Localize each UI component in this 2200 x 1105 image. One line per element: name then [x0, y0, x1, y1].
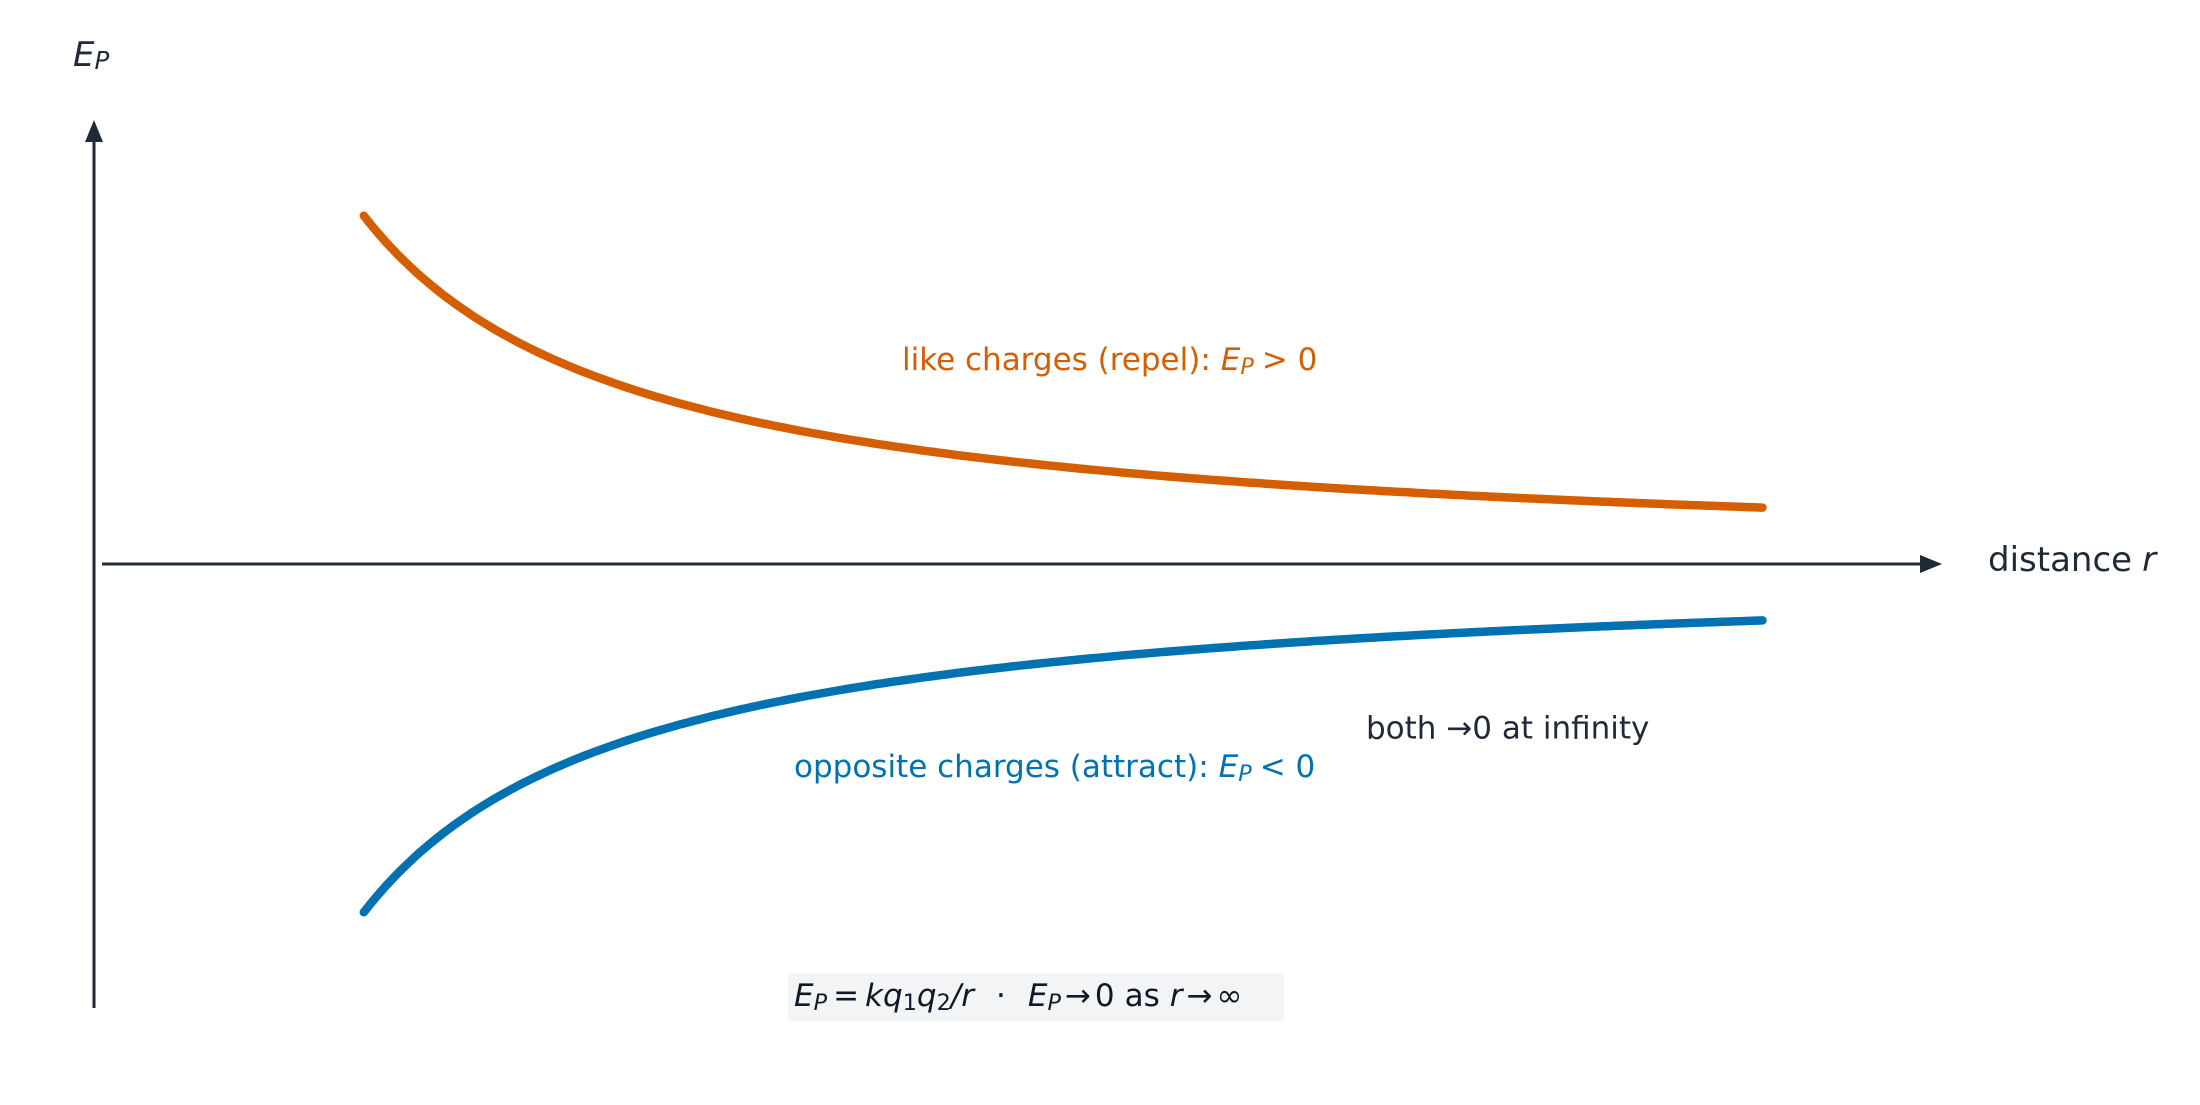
subscript: P	[1238, 761, 1252, 787]
label-text: opposite charges (attract):	[794, 749, 1209, 785]
f: →	[1187, 978, 1213, 1014]
x-axis-arrow	[1920, 555, 1942, 573]
f: =	[833, 978, 859, 1014]
like-label: like charges (repel): EP > 0	[902, 342, 1317, 380]
f: 2	[937, 990, 951, 1016]
f: /r	[948, 978, 976, 1014]
relation: > 0	[1262, 342, 1318, 378]
f: P	[814, 990, 828, 1016]
symbol: E	[1219, 749, 1239, 785]
f: kq	[865, 978, 903, 1014]
f: ·	[996, 978, 1006, 1014]
f: E	[1028, 978, 1048, 1014]
formula: EP = kq1q2/r · EP → 0 as r → ∞	[794, 978, 1242, 1016]
symbol: E	[1221, 342, 1241, 378]
formula-box	[788, 973, 1284, 1021]
symbol: E	[73, 35, 95, 75]
subscript: P	[1240, 354, 1254, 380]
f: →	[1065, 978, 1091, 1014]
label-text: distance	[1988, 540, 2132, 580]
relation: < 0	[1260, 749, 1316, 785]
f: ∞	[1217, 978, 1243, 1014]
f: q	[917, 978, 937, 1014]
symbol: r	[2142, 540, 2158, 580]
label-text: like charges (repel):	[902, 342, 1211, 378]
opposite-label: opposite charges (attract): EP < 0	[794, 749, 1315, 787]
f: 0	[1095, 978, 1115, 1014]
f: E	[794, 978, 814, 1014]
curves	[359, 211, 1767, 917]
y-axis-label: EP	[73, 35, 109, 76]
subscript: P	[94, 46, 109, 75]
f: r	[1170, 978, 1185, 1014]
x-axis-label: distance r	[1988, 540, 2158, 580]
y-axis-arrow	[85, 120, 103, 142]
limit-note: both →0 at infinity	[1366, 711, 1649, 747]
attract-curve	[359, 616, 1767, 917]
f: as	[1125, 978, 1160, 1014]
f: P	[1047, 990, 1061, 1016]
f: 1	[903, 990, 917, 1016]
repel-curve	[359, 211, 1767, 512]
